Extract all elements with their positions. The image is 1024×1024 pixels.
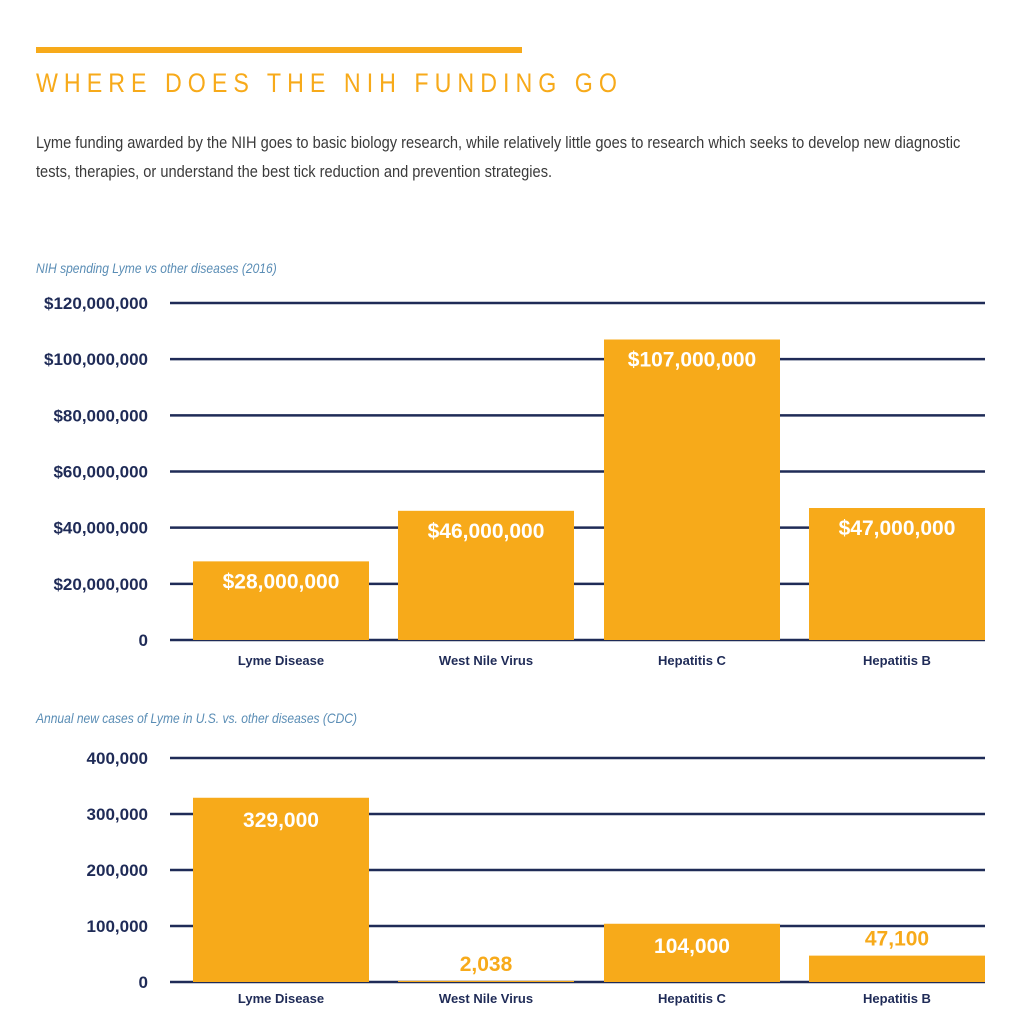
category-label: Lyme Disease	[238, 991, 324, 1006]
y-tick-label: $40,000,000	[53, 519, 148, 538]
data-label: $47,000,000	[839, 517, 956, 540]
y-tick-label: 100,000	[87, 917, 148, 936]
y-tick-label: 200,000	[87, 861, 148, 880]
category-label: Hepatitis C	[658, 991, 727, 1006]
chart-1-caption: NIH spending Lyme vs other diseases (201…	[36, 260, 277, 276]
category-label: West Nile Virus	[439, 653, 533, 668]
y-tick-label: $20,000,000	[53, 575, 148, 594]
y-tick-label: $100,000,000	[44, 350, 148, 369]
nih-spending-chart: 0 $20,000,000 $40,000,000 $60,000,000 $80,00…	[44, 294, 985, 668]
chart-2-caption: Annual new cases of Lyme in U.S. vs. oth…	[36, 710, 357, 726]
data-label: 104,000	[654, 935, 730, 958]
data-label: 47,100	[865, 928, 929, 951]
intro-paragraph: Lyme funding awarded by the NIH goes to …	[36, 133, 961, 181]
y-tick-label: 300,000	[87, 805, 148, 824]
category-label: Hepatitis B	[863, 653, 931, 668]
y-tick-label: $80,000,000	[53, 406, 148, 425]
bar	[193, 561, 369, 640]
data-label: 2,038	[460, 953, 513, 976]
category-label: West Nile Virus	[439, 991, 533, 1006]
data-label: $107,000,000	[628, 349, 756, 372]
y-tick-label: $60,000,000	[53, 463, 148, 482]
page-title: WHERE DOES THE NIH FUNDING GO	[36, 68, 623, 98]
category-label: Hepatitis C	[658, 653, 727, 668]
top-rule	[36, 47, 522, 53]
y-tick-label: 0	[139, 631, 148, 650]
y-tick-label: $120,000,000	[44, 294, 148, 313]
bar	[193, 797, 369, 982]
data-label: 329,000	[243, 809, 319, 832]
y-tick-label: 0	[139, 973, 148, 992]
bar	[809, 508, 985, 640]
data-label: $28,000,000	[223, 570, 340, 593]
bar	[604, 339, 780, 640]
y-tick-label: 400,000	[87, 749, 148, 768]
bar	[398, 980, 574, 982]
category-label: Hepatitis B	[863, 991, 931, 1006]
data-label: $46,000,000	[428, 520, 545, 543]
annual-cases-chart: 0 100,000 200,000 300,000 400,000 329,000 Lyme…	[87, 749, 985, 1006]
bar	[398, 510, 574, 640]
bar	[604, 923, 780, 982]
bar	[809, 955, 985, 982]
category-label: Lyme Disease	[238, 653, 324, 668]
